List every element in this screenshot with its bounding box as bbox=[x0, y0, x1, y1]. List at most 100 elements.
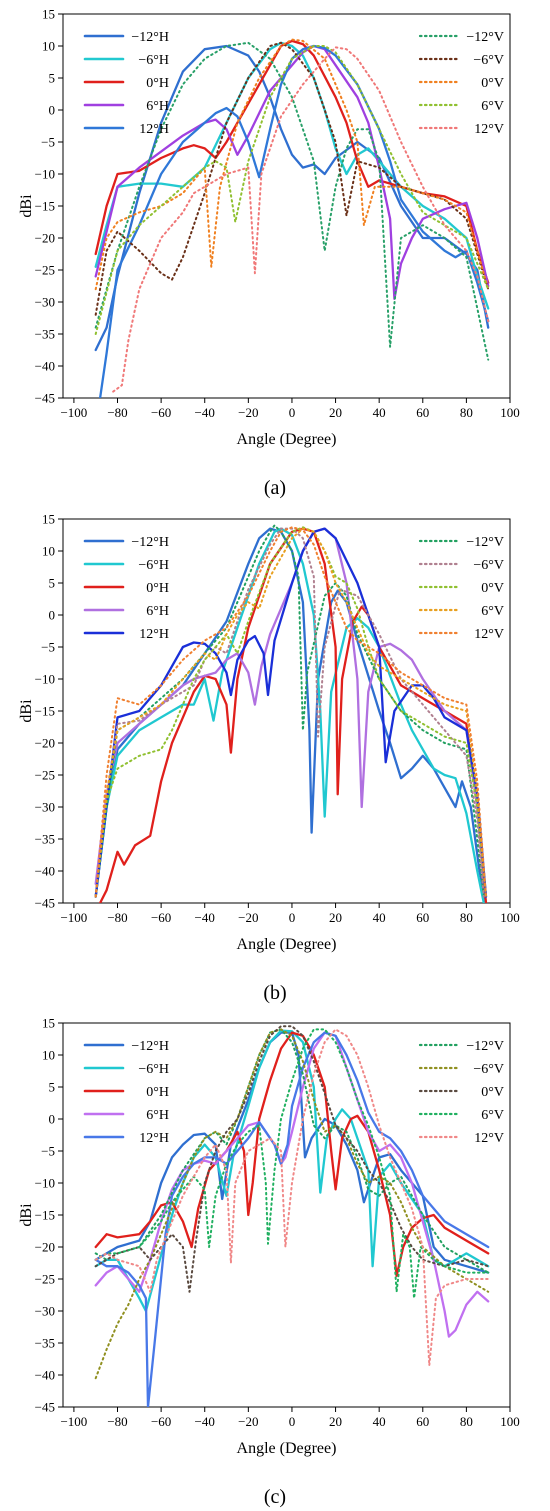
y-tick-label: −30 bbox=[35, 1304, 55, 1319]
x-tick-label: 40 bbox=[373, 1414, 386, 1429]
plot-frame bbox=[62, 1022, 511, 1408]
legend-label: 12°H bbox=[139, 1131, 169, 1146]
legend-label: 6°H bbox=[146, 99, 169, 114]
legend-label: 0°H bbox=[146, 1085, 169, 1100]
y-axis-label: dBi bbox=[18, 699, 35, 723]
y-tick-label: −5 bbox=[41, 1144, 55, 1159]
chart-panel-c: −100 −80 −60 −40 −20 0 20 40 60 80 100−45−40−35−30… bbox=[18, 1016, 520, 1509]
legend-label: 0°V bbox=[481, 1085, 504, 1100]
panel-label: (c) bbox=[264, 1486, 286, 1508]
x-tick-label: 60 bbox=[416, 910, 429, 925]
x-tick-label: 100 bbox=[500, 405, 520, 420]
y-tick-label: 10 bbox=[42, 1048, 55, 1063]
x-tick-label: −20 bbox=[238, 1414, 258, 1429]
legend-label: 0°H bbox=[146, 76, 169, 91]
y-tick-label: −5 bbox=[41, 640, 55, 655]
x-tick-label: 40 bbox=[373, 910, 386, 925]
series-line-12v bbox=[94, 524, 485, 898]
y-tick-label: −15 bbox=[35, 1208, 55, 1223]
x-axis-label: Angle (Degree) bbox=[237, 431, 337, 448]
series-line-12v bbox=[94, 526, 487, 898]
panel-label: (b) bbox=[263, 982, 286, 1004]
x-tick-label: 100 bbox=[500, 1414, 520, 1429]
x-tick-label: 0 bbox=[289, 405, 296, 420]
y-tick-label: −10 bbox=[35, 1176, 55, 1191]
x-tick-label: −40 bbox=[195, 1414, 215, 1429]
y-tick-label: 5 bbox=[49, 71, 56, 86]
x-tick-label: −20 bbox=[238, 405, 258, 420]
x-tick-label: 100 bbox=[500, 910, 520, 925]
y-tick-label: −25 bbox=[35, 1272, 55, 1287]
y-tick-label: −25 bbox=[35, 263, 55, 278]
legend-label: −12°H bbox=[131, 1039, 169, 1054]
panel-label: (a) bbox=[264, 477, 286, 499]
y-tick-label: −25 bbox=[35, 768, 55, 783]
y-tick-label: 0 bbox=[49, 608, 56, 623]
series-line-12v bbox=[94, 1028, 490, 1274]
y-tick-label: −35 bbox=[35, 1336, 55, 1351]
y-tick-label: −40 bbox=[35, 359, 55, 374]
y-tick-label: 15 bbox=[42, 7, 55, 22]
y-tick-label: −45 bbox=[35, 896, 55, 911]
series-line-6h bbox=[94, 527, 485, 903]
y-tick-label: 10 bbox=[42, 544, 55, 559]
x-tick-label: 0 bbox=[289, 910, 296, 925]
x-tick-label: −80 bbox=[107, 405, 127, 420]
x-tick-label: 20 bbox=[329, 910, 342, 925]
x-tick-label: 0 bbox=[289, 1414, 296, 1429]
y-tick-label: −10 bbox=[35, 167, 55, 182]
legend-label: 0°H bbox=[146, 581, 169, 596]
legend-label: 6°V bbox=[481, 1108, 504, 1123]
x-tick-label: −80 bbox=[107, 910, 127, 925]
x-tick-label: 20 bbox=[329, 405, 342, 420]
legend-label: 0°V bbox=[481, 581, 504, 596]
y-tick-label: −35 bbox=[35, 832, 55, 847]
x-tick-label: 60 bbox=[416, 1414, 429, 1429]
y-tick-label: −20 bbox=[35, 231, 55, 246]
x-tick-label: 80 bbox=[460, 405, 473, 420]
legend-label: −6°H bbox=[138, 558, 169, 573]
x-tick-label: 60 bbox=[416, 405, 429, 420]
series-line-6h bbox=[94, 41, 490, 310]
series-line-0v bbox=[94, 526, 487, 898]
x-tick-label: −100 bbox=[60, 405, 87, 420]
y-tick-label: −40 bbox=[35, 864, 55, 879]
x-tick-label: 80 bbox=[460, 910, 473, 925]
x-tick-label: −60 bbox=[151, 405, 171, 420]
legend-label: 6°H bbox=[146, 604, 169, 619]
x-tick-label: 40 bbox=[373, 405, 386, 420]
series-line-12v bbox=[112, 46, 490, 393]
y-tick-label: −35 bbox=[35, 327, 55, 342]
chart-panel-a: −100 −80 −60 −40 −20 0 20 40 60 80 100−45−40−35−30… bbox=[18, 7, 520, 500]
x-tick-label: 20 bbox=[329, 1414, 342, 1429]
series-line-12v bbox=[94, 41, 490, 361]
y-tick-label: −10 bbox=[35, 672, 55, 687]
x-tick-label: −60 bbox=[151, 1414, 171, 1429]
legend-label: 6°V bbox=[481, 99, 504, 114]
x-tick-label: −80 bbox=[107, 1414, 127, 1429]
x-tick-label: −40 bbox=[195, 405, 215, 420]
y-tick-label: −15 bbox=[35, 704, 55, 719]
series-line-0v bbox=[94, 38, 490, 291]
y-tick-label: 5 bbox=[49, 576, 56, 591]
series-line-12v bbox=[94, 1028, 490, 1367]
x-tick-label: −40 bbox=[195, 910, 215, 925]
x-tick-label: −100 bbox=[60, 910, 87, 925]
chart-panel-b: −100 −80 −60 −40 −20 0 20 40 60 80 100−45−40−35−30… bbox=[18, 512, 520, 1005]
series-line-12h bbox=[94, 527, 488, 898]
x-tick-label: −60 bbox=[151, 910, 171, 925]
legend-label: −6°V bbox=[473, 558, 504, 573]
legend-label: −6°V bbox=[473, 53, 504, 68]
legend-label: 0°V bbox=[481, 76, 504, 91]
legend-label: −6°V bbox=[473, 1062, 504, 1077]
series-line-0v bbox=[94, 1025, 490, 1293]
legend-label: −12°H bbox=[131, 535, 169, 550]
y-tick-label: −15 bbox=[35, 199, 55, 214]
legend-label: 6°H bbox=[146, 1108, 169, 1123]
legend-label: −12°V bbox=[466, 30, 504, 45]
legend-label: −12°H bbox=[131, 30, 169, 45]
y-tick-label: −30 bbox=[35, 800, 55, 815]
y-tick-label: −20 bbox=[35, 736, 55, 751]
y-tick-label: −5 bbox=[41, 135, 55, 150]
